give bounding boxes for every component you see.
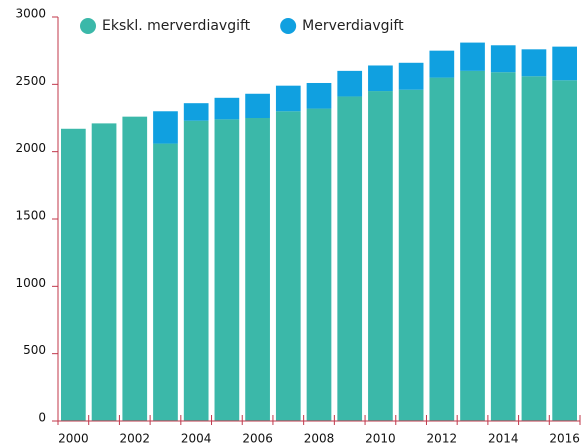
- bar-segment: [398, 62, 424, 90]
- bar-segment: [552, 80, 577, 421]
- bar-segment: [61, 128, 86, 422]
- x-tick-label: 2016: [549, 432, 580, 446]
- bar-segment: [245, 118, 270, 421]
- bar-segment: [183, 103, 209, 121]
- bar-segment: [214, 119, 240, 421]
- y-tick-label: 500: [23, 343, 46, 357]
- bar-segment: [214, 97, 240, 120]
- bar-segment: [460, 70, 485, 421]
- bar-segment: [521, 49, 547, 77]
- y-tick-label: 0: [38, 411, 46, 425]
- x-tick-label: 2012: [427, 432, 458, 446]
- bar-segment: [429, 77, 455, 421]
- y-tick-label: 1000: [15, 276, 46, 290]
- bar-segment: [306, 82, 332, 109]
- bar-segment: [368, 65, 393, 92]
- x-tick-label: 2006: [242, 432, 273, 446]
- legend-label: Merverdiavgift: [302, 18, 404, 34]
- bar-segment: [552, 46, 577, 81]
- bar-segment: [275, 85, 301, 112]
- bar-segment: [521, 76, 547, 422]
- bar-segment: [490, 72, 516, 422]
- y-tick-label: 2500: [15, 74, 46, 88]
- bar-segment: [153, 143, 178, 421]
- bar-segment: [275, 111, 301, 422]
- legend-marker: [280, 18, 297, 34]
- bar-segment: [490, 45, 516, 73]
- bar-segment: [429, 50, 455, 78]
- bar-segment: [460, 42, 485, 71]
- y-tick-label: 1500: [15, 209, 46, 223]
- bar-segment: [245, 93, 270, 118]
- bar-segment: [337, 96, 363, 421]
- x-tick-label: 2008: [304, 432, 335, 446]
- y-tick-label: 2000: [15, 141, 46, 155]
- y-tick-label: 3000: [15, 7, 46, 21]
- bar-segment: [183, 120, 209, 422]
- x-tick-label: 2014: [488, 432, 519, 446]
- bar-segment: [91, 123, 117, 422]
- x-tick-label: 2004: [181, 432, 212, 446]
- bar-segment: [122, 116, 148, 422]
- bar-segment: [368, 91, 393, 422]
- bar-segment: [337, 70, 363, 97]
- legend-label: Ekskl. merverdiavgift: [102, 18, 251, 34]
- bar-segment: [306, 108, 332, 421]
- x-tick-label: 2010: [365, 432, 396, 446]
- bar-segment: [153, 111, 178, 144]
- x-tick-label: 2000: [58, 432, 89, 446]
- bar-segment: [398, 89, 424, 421]
- legend-marker: [80, 18, 96, 34]
- x-tick-label: 2002: [119, 432, 150, 446]
